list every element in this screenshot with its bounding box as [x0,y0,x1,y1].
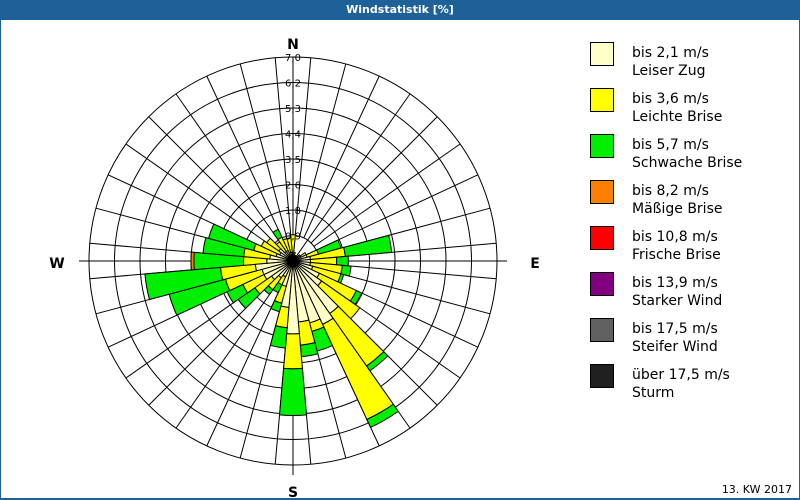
sector-segment [278,367,308,416]
legend-name: Steifer Wind [632,339,718,355]
radial-tick: 3,5 [285,155,301,166]
legend-swatch [590,88,614,112]
bottom-border [0,498,800,500]
sector-segment [260,240,282,256]
center-hub [289,257,297,265]
legend-swatch [590,364,614,388]
radial-tick: 1,8 [285,206,301,217]
legend-item: bis 5,7 m/s Schwache Brise [590,134,790,180]
legend-range: bis 2,1 m/s [632,45,709,61]
sector-segment [270,299,283,313]
legend-item: bis 10,8 m/s Frische Brise [590,226,790,272]
legend-swatch [590,272,614,296]
sector-segment [269,325,288,349]
legend-name: Leiser Zug [632,63,706,79]
legend-name: Leichte Brise [632,109,723,125]
sector-segment [340,264,352,277]
sector-segment [343,234,393,257]
period-label: 13. KW 2017 [721,483,792,496]
legend-swatch [590,180,614,204]
legend-name: Mäßige Brise [632,201,723,217]
sector-segment [190,251,195,271]
compass-n: N [287,37,299,53]
legend-swatch [590,318,614,342]
compass-s: S [288,485,298,500]
legend-item: bis 13,9 m/s Starker Wind [590,272,790,318]
sector-segment [266,237,282,252]
sector-segment [286,237,293,254]
radial-tick: 6,2 [285,79,301,90]
sector-segment [292,251,296,256]
legend-item: bis 3,6 m/s Leichte Brise [590,88,790,134]
legend-name: Schwache Brise [632,155,743,171]
wind-sectors [144,223,400,429]
sector-segment [336,255,349,267]
legend-name: Sturm [632,385,675,401]
radial-tick: 5,3 [285,104,301,115]
legend-swatch [590,226,614,250]
compass-e: E [530,256,540,272]
legend-name: Frische Brise [632,247,721,263]
chart-title: Windstatistik [%] [0,0,800,20]
sector-segment [272,228,283,241]
legend-item: bis 17,5 m/s Steifer Wind [590,318,790,364]
radial-tick: 0,9 [285,232,301,243]
compass-w: W [49,256,64,272]
sector-segment [366,403,400,429]
legend-item: über 17,5 m/s Sturm [590,364,790,410]
radial-tick: 7,0 [285,53,301,64]
radial-tick: 2,6 [285,181,301,192]
legend-item: bis 8,2 m/s Mäßige Brise [590,180,790,226]
legend-swatch [590,42,614,66]
legend-range: bis 8,2 m/s [632,183,709,199]
sector-segment [299,342,319,358]
legend-name: Starker Wind [632,293,723,309]
legend-range: bis 13,9 m/s [632,275,718,291]
sector-segment [144,266,224,301]
radial-tick: 4,4 [285,130,301,141]
legend-swatch [590,134,614,158]
sector-segment [202,237,246,258]
legend: bis 2,1 m/s Leiser Zug bis 3,6 m/s Leichte … [590,42,790,410]
legend-item: bis 2,1 m/s Leiser Zug [590,42,790,88]
radial-tick-labels: 0,9 1,8 2,6 3,5 4,4 5,3 6,2 7,0 [285,53,301,243]
wind-rose-chart: 0,9 1,8 2,6 3,5 4,4 5,3 6,2 7,0N S W E [49,37,540,500]
legend-range: bis 17,5 m/s [632,321,718,337]
legend-range: bis 5,7 m/s [632,137,709,153]
legend-range: bis 3,6 m/s [632,91,709,107]
sector-segment [207,223,257,252]
legend-range: über 17,5 m/s [632,367,730,383]
polar-grid [79,56,507,475]
legend-range: bis 10,8 m/s [632,229,718,245]
